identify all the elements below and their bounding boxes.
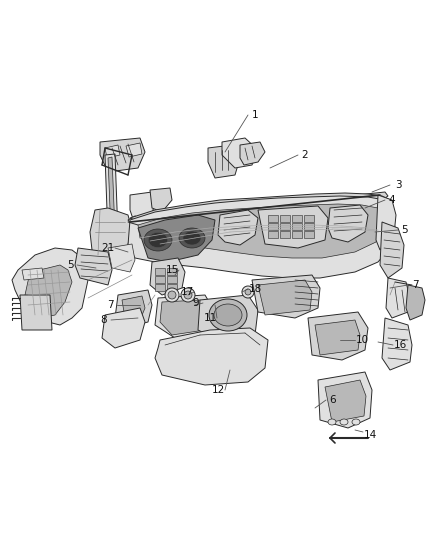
Text: 18: 18 <box>248 284 261 294</box>
Polygon shape <box>208 145 240 178</box>
Polygon shape <box>167 284 177 291</box>
Polygon shape <box>102 308 145 348</box>
Polygon shape <box>75 248 112 285</box>
Polygon shape <box>12 248 88 325</box>
Ellipse shape <box>179 228 205 248</box>
Text: 15: 15 <box>166 265 179 275</box>
Polygon shape <box>218 210 258 245</box>
Ellipse shape <box>328 419 336 425</box>
Ellipse shape <box>144 229 172 251</box>
Text: 6: 6 <box>330 395 336 405</box>
Text: 8: 8 <box>101 315 107 325</box>
Polygon shape <box>155 328 268 385</box>
Ellipse shape <box>209 299 247 331</box>
Polygon shape <box>268 223 278 230</box>
Text: 5: 5 <box>67 260 73 270</box>
Ellipse shape <box>183 231 201 245</box>
Text: 4: 4 <box>389 195 396 205</box>
Text: 7: 7 <box>412 280 418 290</box>
Ellipse shape <box>340 419 348 425</box>
Polygon shape <box>386 278 410 318</box>
Polygon shape <box>406 285 425 320</box>
Polygon shape <box>240 142 265 165</box>
Polygon shape <box>280 231 290 238</box>
Ellipse shape <box>168 291 176 299</box>
Ellipse shape <box>242 286 254 298</box>
Ellipse shape <box>214 304 242 326</box>
Polygon shape <box>108 157 115 234</box>
Polygon shape <box>108 244 135 272</box>
Polygon shape <box>20 295 52 330</box>
Polygon shape <box>280 215 290 222</box>
Polygon shape <box>380 222 404 278</box>
Polygon shape <box>150 258 185 295</box>
Polygon shape <box>280 223 290 230</box>
Ellipse shape <box>165 288 179 302</box>
Polygon shape <box>126 143 142 157</box>
Text: 17: 17 <box>180 287 194 297</box>
Text: 21: 21 <box>101 243 115 253</box>
Polygon shape <box>105 154 118 238</box>
Polygon shape <box>100 138 145 172</box>
Polygon shape <box>292 223 302 230</box>
Polygon shape <box>304 231 314 238</box>
Polygon shape <box>160 300 208 335</box>
Polygon shape <box>292 231 302 238</box>
Polygon shape <box>130 193 392 225</box>
Ellipse shape <box>245 289 251 295</box>
Polygon shape <box>268 231 278 238</box>
Polygon shape <box>155 284 165 291</box>
Polygon shape <box>222 138 258 168</box>
Polygon shape <box>22 268 44 280</box>
Text: 2: 2 <box>302 150 308 160</box>
Polygon shape <box>122 296 145 324</box>
Polygon shape <box>128 192 388 226</box>
Polygon shape <box>130 192 155 225</box>
Ellipse shape <box>184 291 192 299</box>
Polygon shape <box>304 215 314 222</box>
Polygon shape <box>328 205 368 242</box>
Polygon shape <box>292 215 302 222</box>
Ellipse shape <box>352 419 360 425</box>
Polygon shape <box>304 223 314 230</box>
Text: 1: 1 <box>252 110 258 120</box>
Polygon shape <box>167 276 177 283</box>
Polygon shape <box>115 290 152 328</box>
Polygon shape <box>155 276 165 283</box>
Polygon shape <box>252 275 320 318</box>
Polygon shape <box>25 265 72 318</box>
Text: 14: 14 <box>364 430 377 440</box>
Text: 5: 5 <box>402 225 408 235</box>
Text: 12: 12 <box>212 385 225 395</box>
Ellipse shape <box>181 288 195 302</box>
Polygon shape <box>90 208 132 260</box>
Polygon shape <box>308 312 368 360</box>
Polygon shape <box>198 295 258 342</box>
Polygon shape <box>150 188 172 212</box>
Polygon shape <box>268 215 278 222</box>
Polygon shape <box>325 380 366 422</box>
Polygon shape <box>318 372 372 428</box>
Polygon shape <box>315 320 360 355</box>
Polygon shape <box>128 196 395 278</box>
Text: 10: 10 <box>356 335 368 345</box>
Polygon shape <box>167 268 177 275</box>
Text: 11: 11 <box>203 313 217 323</box>
Text: 3: 3 <box>395 180 401 190</box>
Polygon shape <box>138 215 215 262</box>
Ellipse shape <box>148 232 168 248</box>
Polygon shape <box>155 268 165 275</box>
Polygon shape <box>155 295 215 338</box>
Polygon shape <box>258 206 328 248</box>
Polygon shape <box>138 204 382 258</box>
Text: 7: 7 <box>107 300 113 310</box>
Polygon shape <box>376 195 396 250</box>
Polygon shape <box>105 145 120 158</box>
Polygon shape <box>382 318 412 370</box>
Text: 9: 9 <box>193 298 199 308</box>
Polygon shape <box>258 280 312 315</box>
Text: 16: 16 <box>393 340 406 350</box>
